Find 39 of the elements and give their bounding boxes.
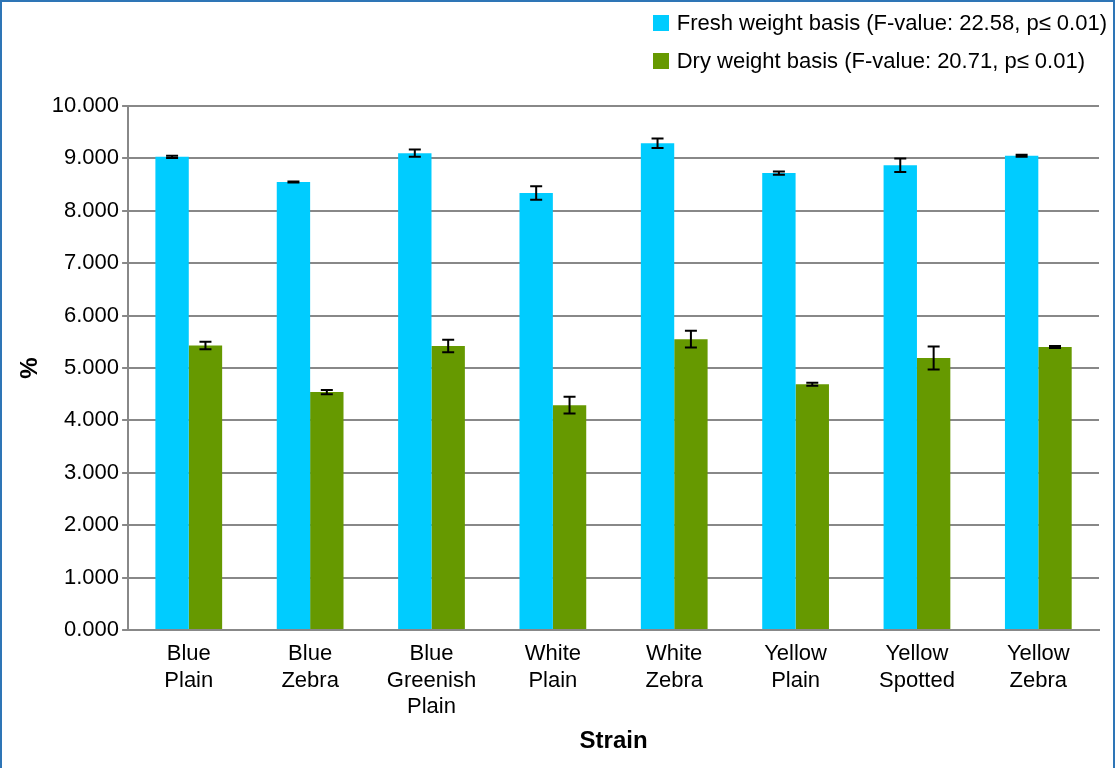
bar bbox=[1004, 155, 1039, 629]
x-tick-label: Blue Greenish Plain bbox=[386, 640, 477, 719]
legend-label: Dry weight basis (F-value: 20.71, p≤ 0.01) bbox=[676, 48, 1085, 74]
bar bbox=[310, 392, 344, 629]
bar bbox=[398, 153, 432, 629]
x-tick-label: White Zebra bbox=[645, 640, 704, 692]
bar bbox=[640, 143, 675, 629]
x-tick-label: Blue Plain bbox=[164, 640, 214, 692]
y-tick-label: 2.000 bbox=[64, 511, 120, 537]
bar bbox=[1038, 347, 1072, 629]
y-axis-title: % bbox=[15, 357, 43, 379]
y-tick-label: 0.000 bbox=[64, 616, 120, 642]
bar bbox=[795, 384, 829, 629]
x-tick-label: Yellow Zebra bbox=[1006, 640, 1070, 692]
bar bbox=[552, 405, 587, 629]
bar bbox=[762, 173, 796, 629]
legend-label: Fresh weight basis (F-value: 22.58, p≤ 0.01) bbox=[676, 10, 1107, 36]
bar bbox=[155, 156, 189, 629]
x-axis-title: Strain bbox=[579, 726, 648, 754]
bar bbox=[883, 165, 917, 629]
bar bbox=[188, 345, 223, 629]
y-tick-label: 1.000 bbox=[64, 563, 120, 589]
y-tick-label: 3.000 bbox=[64, 458, 120, 484]
x-tick-label: Blue Zebra bbox=[281, 640, 340, 692]
y-tick-label: 7.000 bbox=[64, 249, 120, 275]
bar bbox=[674, 339, 708, 629]
bar bbox=[431, 345, 465, 629]
bar bbox=[916, 358, 951, 629]
x-tick-label: Yellow Plain bbox=[764, 640, 828, 692]
y-tick-label: 8.000 bbox=[64, 196, 120, 222]
bar bbox=[276, 181, 311, 629]
y-tick-label: 9.000 bbox=[64, 144, 120, 170]
y-tick-label: 4.000 bbox=[64, 406, 120, 432]
y-tick-label: 6.000 bbox=[64, 301, 120, 327]
y-tick-label: 5.000 bbox=[64, 354, 120, 380]
y-tick-label: 10.000 bbox=[51, 92, 120, 118]
x-tick-label: White Plain bbox=[524, 640, 581, 692]
bar bbox=[519, 192, 553, 629]
x-tick-label: Yellow Spotted bbox=[879, 640, 955, 692]
